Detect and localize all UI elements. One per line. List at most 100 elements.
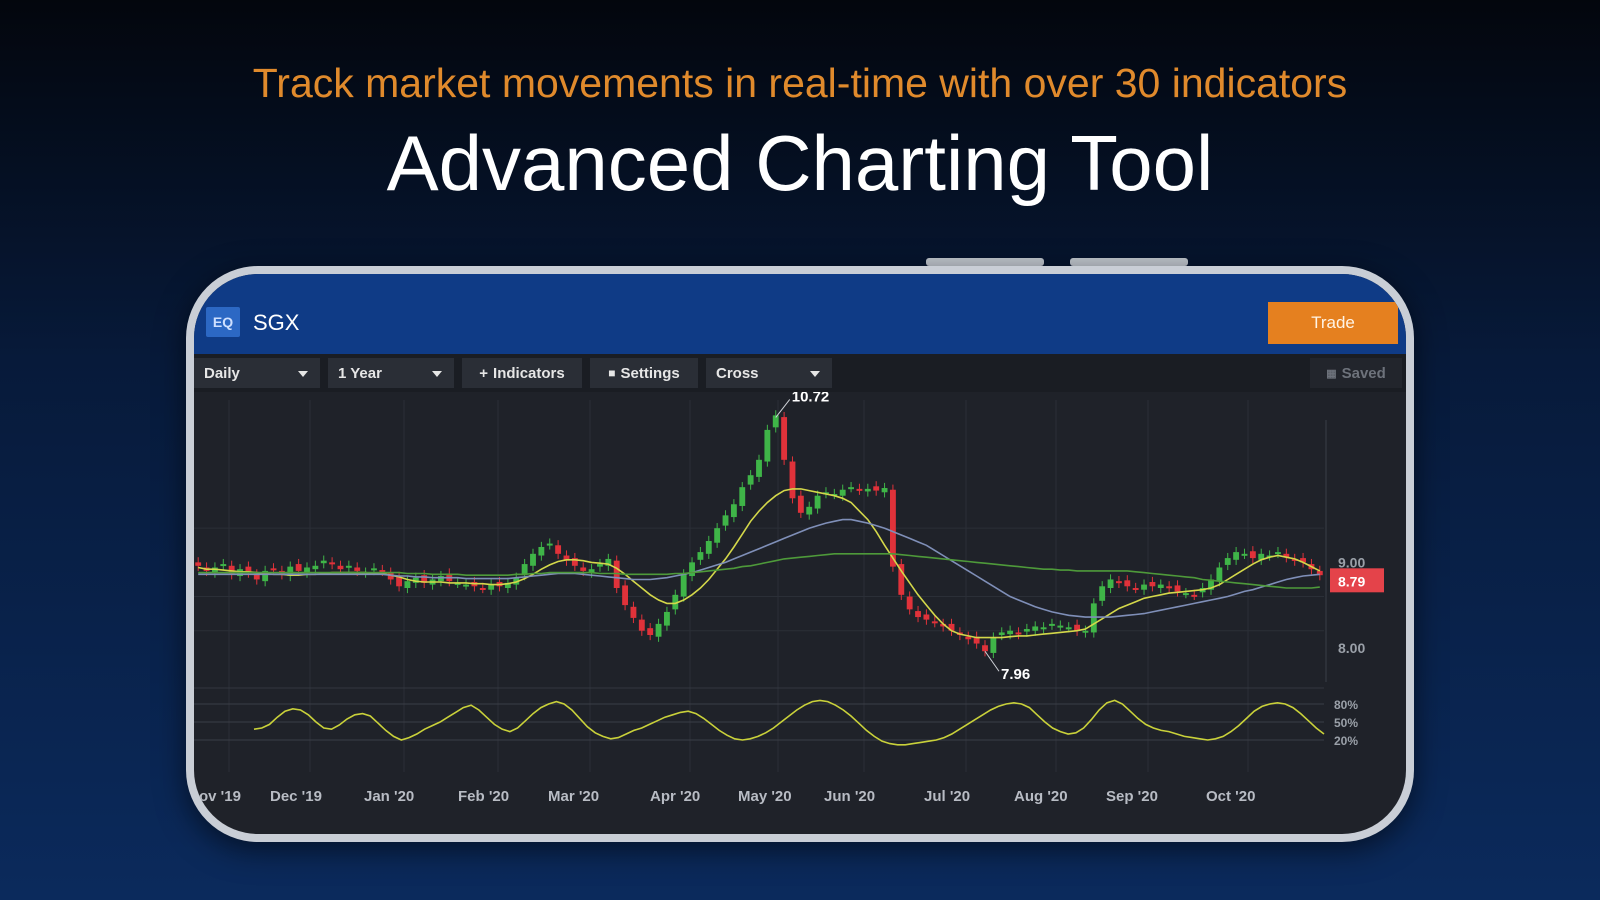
candle-body [597,564,603,567]
oscillator-line [253,699,1325,746]
candle-body [404,581,411,588]
chart-grid [194,400,1327,772]
save-icon: ▦ [1326,367,1337,380]
candle-body [1099,586,1106,601]
x-tick-label: Jan '20 [364,788,415,805]
gear-icon: ■ [608,366,616,380]
equity-badge: EQ [206,307,240,337]
oscillator-panel: 80% 50% 20% [194,687,1358,748]
y-tick-label: 9.00 [1338,554,1365,570]
current-price-label: 8.79 [1338,573,1365,589]
candle-body [1166,586,1173,589]
plus-icon: + [479,364,489,382]
candle-body [1090,603,1097,633]
candle-body [1157,584,1164,588]
candle-body [889,489,896,567]
settings-label: Settings [620,364,680,382]
candle-body [329,562,336,565]
ma-line [198,488,1321,639]
candle-body [1032,626,1039,631]
candle-body [655,623,662,637]
candle-body [304,567,310,573]
candle-body [1141,584,1147,590]
candle-body [923,614,930,620]
candle-body [1149,582,1156,587]
candle-body [387,572,394,580]
candle-body [1233,552,1240,560]
candle-body [337,565,344,570]
candle-body [764,429,771,462]
trade-button[interactable]: Trade [1268,302,1398,344]
candle-body [647,628,654,635]
range-select[interactable]: 1 Year [328,358,454,388]
candle-body [680,574,687,597]
candle-body [1283,553,1290,558]
candle-body [722,515,729,526]
x-tick-label: Feb '20 [458,788,510,805]
annotation-leader [984,650,1000,672]
candle-body [546,543,553,546]
candle-body [881,488,888,493]
candle-body [839,489,846,496]
promo-headline: Advanced Charting Tool [386,119,1214,207]
candle-body [295,564,302,571]
candle-body [1065,627,1072,630]
candle-body [1300,558,1307,563]
interval-select[interactable]: Daily [194,358,320,388]
candle-body [982,645,988,652]
phone-screen: EQ SGX Trade Daily 1 Year + Indicators ■… [194,274,1406,834]
candle-body [1224,558,1231,565]
settings-button[interactable]: ■ Settings [590,358,698,388]
candle-body [571,558,578,566]
saved-button[interactable]: ▦ Saved [1310,358,1402,388]
interval-value: Daily [204,364,240,382]
candle-body [211,567,218,573]
candle-body [1208,579,1214,590]
candle-body [1007,630,1014,635]
x-tick-label: Jul '20 [924,788,971,805]
candle-body [814,495,821,509]
candle-body [940,623,947,627]
price-chart[interactable]: 10.72 7.96 9.00 8.00 8.79 80% 50% 20% [194,392,1406,834]
osc-tick-label: 50% [1334,716,1358,730]
candle-body [747,475,754,485]
x-tick-label: May '20 [738,788,792,805]
candle-body [613,560,620,588]
candle-body [320,560,327,564]
candle-body [689,562,695,577]
candle-body [412,577,419,583]
candle-body [1316,570,1323,576]
crosshair-select[interactable]: Cross [706,358,832,388]
candle-body [705,541,712,554]
candle-body [797,495,804,513]
candle-body [253,574,260,580]
app-header: EQ SGX Trade [194,274,1406,354]
candle-body [1057,625,1064,628]
candle-body [479,588,486,590]
phone-side-button [926,258,1044,266]
candle-body [1275,552,1281,555]
high-annotation: 10.72 [792,392,830,405]
crosshair-value: Cross [716,364,759,382]
candle-body [1049,623,1055,626]
x-tick-label: Apr '20 [650,788,701,805]
candle-body [906,596,913,610]
x-tick-label: Mar '20 [548,788,600,805]
candle-body [789,461,796,499]
candle-body [437,576,444,582]
candle-body [1258,553,1265,560]
candle-body [287,566,294,577]
candle-body [555,545,562,554]
candle-body [463,584,469,587]
candle-body [504,582,511,588]
candle-body [220,564,227,567]
chart-annotations: 10.72 7.96 [775,392,1030,683]
candle-body [848,487,855,490]
candle-body [1249,551,1256,559]
candle-body [262,570,269,582]
moving-average-lines [198,488,1321,639]
candle-body [1124,580,1131,587]
candle-body [245,566,252,573]
symbol-label: SGX [253,310,300,335]
indicators-button[interactable]: + Indicators [462,358,582,388]
